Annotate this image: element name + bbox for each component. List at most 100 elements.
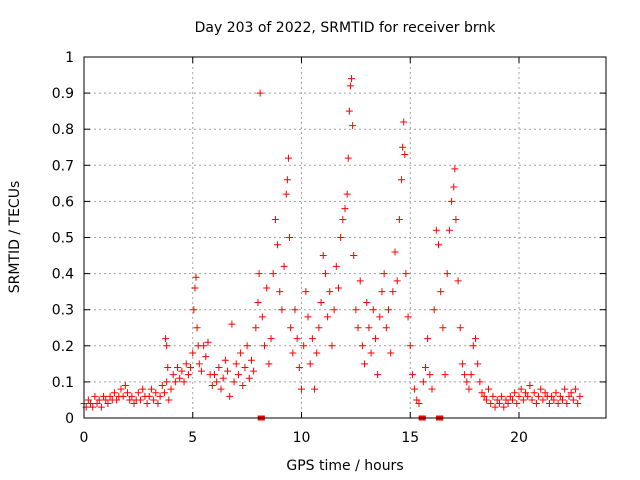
data-point [224,367,232,375]
data-point [437,288,445,296]
data-point [91,392,99,400]
data-point [239,382,247,390]
data-point [541,389,549,397]
data-point [93,400,101,408]
data-point [480,392,488,400]
data-point [406,342,414,350]
data-point [326,288,334,296]
data-point [402,270,410,278]
data-point [247,356,255,364]
data-point [498,392,506,400]
data-point [334,284,342,292]
data-point [348,75,356,83]
data-point [399,143,407,151]
data-point [95,396,103,404]
data-point [300,342,308,350]
data-point [404,313,412,321]
data-point [349,122,357,130]
x-tick-label: 10 [293,430,311,446]
data-point [559,396,566,404]
data-point [195,360,203,368]
data-point [158,382,166,390]
data-point [451,165,459,173]
data-point [215,363,223,371]
data-point [346,82,354,90]
data-point [276,288,284,296]
data-point [361,360,369,368]
data-point [119,392,127,400]
data-point [147,385,155,393]
data-point [167,385,175,393]
data-point [398,176,406,184]
data-point [197,367,205,375]
data-point [367,349,375,357]
data-point [230,378,238,386]
data-point [313,349,321,357]
data-point [208,382,216,390]
data-point [89,403,97,411]
data-point [363,298,371,306]
data-point [487,400,495,408]
data-point [456,324,464,332]
data-point [139,385,147,393]
data-point [411,385,419,393]
chart-title: Day 203 of 2022, SRMTID for receiver brn… [195,20,497,36]
data-point [565,392,573,400]
data-point [463,378,471,386]
data-point [328,342,336,350]
data-point [504,400,512,408]
data-point [382,324,390,332]
data-point [245,374,253,382]
data-point [289,349,297,357]
data-point [189,349,197,357]
data-point [522,389,530,397]
y-tick-label: 0.5 [52,231,74,247]
data-point [102,396,110,404]
data-point [532,400,540,408]
data-point [163,342,171,350]
data-point [84,396,92,404]
data-point [152,389,160,397]
data-point [213,378,221,386]
data-point [458,360,466,368]
data-point [506,392,514,400]
data-point [190,306,198,314]
data-point [424,335,432,343]
data-point [165,396,173,404]
data-point [469,342,477,350]
data-point [524,392,532,400]
data-point [517,385,525,393]
data-point [278,306,286,314]
data-point [445,226,453,234]
data-point [554,400,562,408]
data-point [387,349,395,357]
data-point [250,367,258,375]
data-point [204,338,212,346]
data-point [344,154,352,162]
data-point [419,378,427,386]
y-tick-label: 0 [65,411,74,427]
data-point [530,389,538,397]
data-point [217,385,225,393]
data-point [393,277,401,285]
data-point [243,342,251,350]
data-point [474,360,482,368]
data-point [171,378,179,386]
y-tick-label: 0.4 [52,267,74,283]
data-point [255,270,263,278]
y-tick-label: 0.9 [52,86,74,102]
data-point [126,396,134,404]
data-point [563,400,571,408]
data-point [415,400,423,408]
data-point [461,371,469,379]
x-tick-label: 20 [510,430,528,446]
data-point [308,335,316,343]
x-tick-label: 15 [401,430,419,446]
data-point [263,284,271,292]
y-tick-label: 0.6 [52,194,74,210]
data-point [448,197,456,205]
data-point [232,360,240,368]
x-axis-label: GPS time / hours [286,458,403,474]
data-point [274,241,282,249]
data-point [513,400,521,408]
